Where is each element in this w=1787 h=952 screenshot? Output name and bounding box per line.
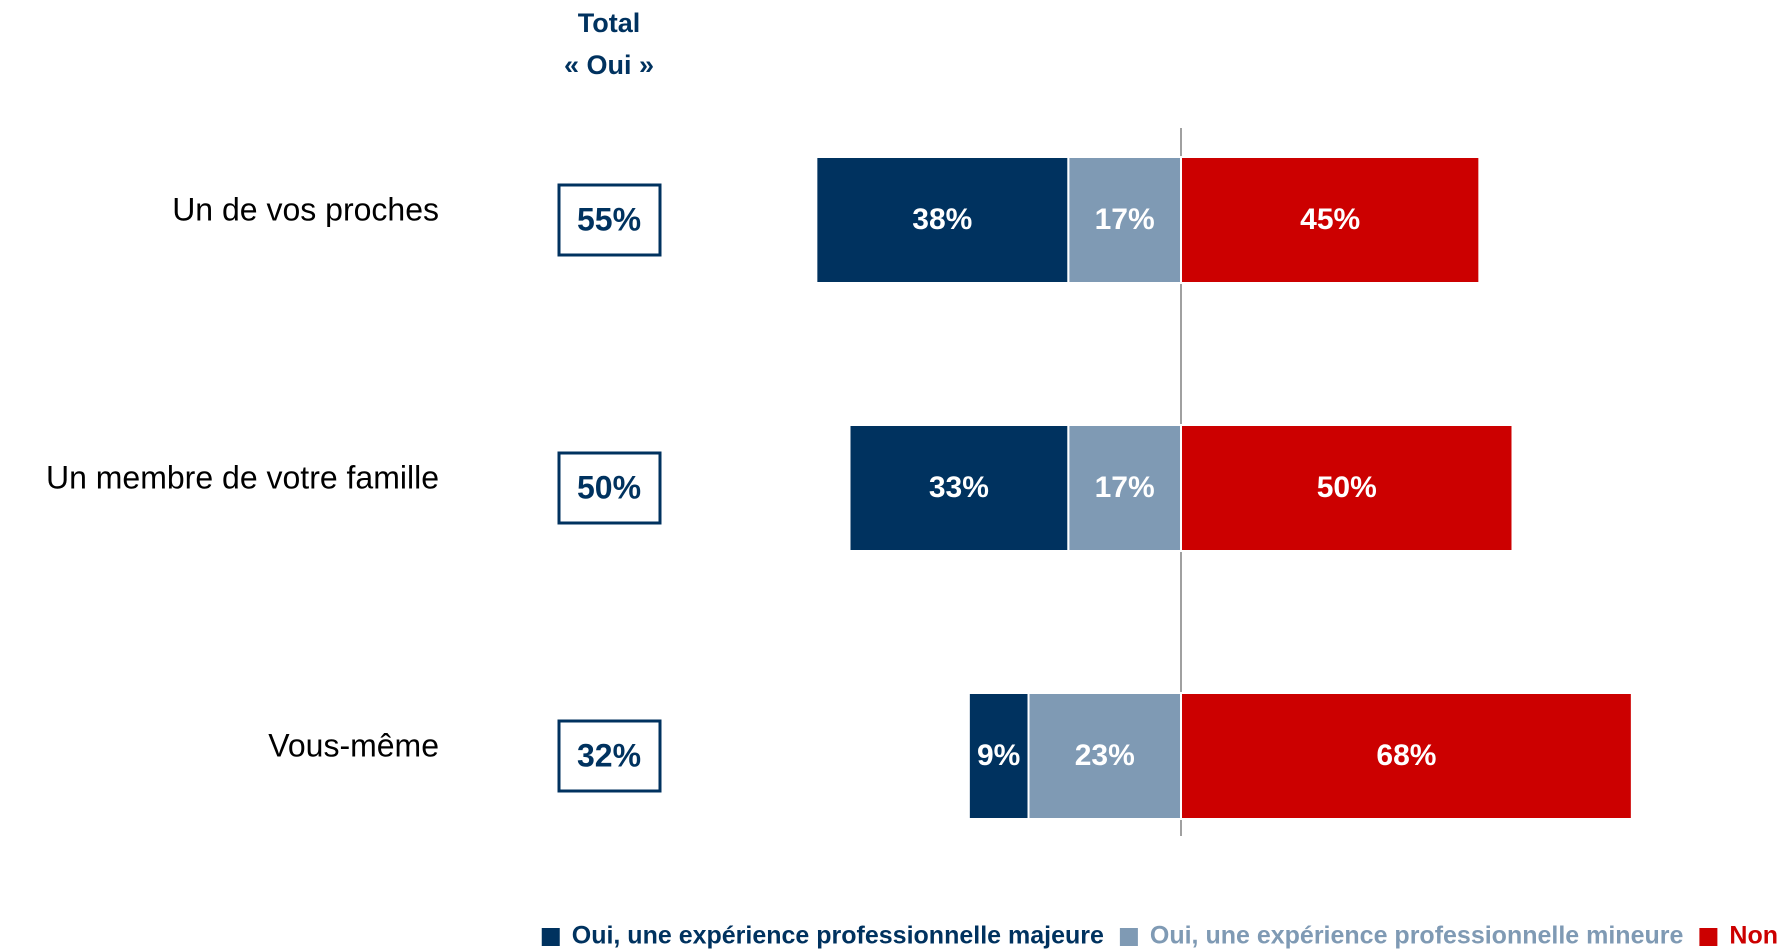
bar-segment <box>1180 692 1633 820</box>
total-box <box>557 451 662 525</box>
legend-label: Oui, une expérience professionnelle maje… <box>572 922 1104 950</box>
bar-label: 50% <box>1317 471 1377 504</box>
bar-label: 17% <box>1095 471 1155 504</box>
legend-swatch <box>1119 928 1138 946</box>
total-label: 50% <box>577 469 641 505</box>
category-label: Un membre de votre famille <box>46 459 439 495</box>
category-label: Un de vos proches <box>172 191 439 227</box>
bar-label: 9% <box>977 739 1020 772</box>
bar-segment <box>1027 692 1183 820</box>
bar-segment <box>1180 156 1481 284</box>
bar-segment <box>967 692 1030 820</box>
bar-segment <box>1180 424 1514 552</box>
total-box <box>557 719 662 793</box>
total-label: 55% <box>577 201 641 237</box>
bar-label: 38% <box>912 203 972 236</box>
total-label: 32% <box>577 737 641 773</box>
legend-swatch <box>1699 928 1718 946</box>
total-box <box>557 183 662 257</box>
legend-label: Non <box>1729 922 1778 950</box>
bar-label: 23% <box>1075 739 1135 772</box>
bar-label: 33% <box>929 471 989 504</box>
category-label: Vous-même <box>268 727 439 763</box>
total-header: « Oui » <box>564 50 654 80</box>
legend-label: Oui, une expérience professionnelle mine… <box>1150 922 1684 950</box>
bar-segment <box>848 424 1070 552</box>
bar-label: 45% <box>1300 203 1360 236</box>
bar-label: 17% <box>1095 203 1155 236</box>
bar-label: 68% <box>1376 739 1436 772</box>
legend-swatch <box>541 928 560 946</box>
total-header: Total <box>578 8 641 38</box>
bar-segment <box>815 156 1070 284</box>
